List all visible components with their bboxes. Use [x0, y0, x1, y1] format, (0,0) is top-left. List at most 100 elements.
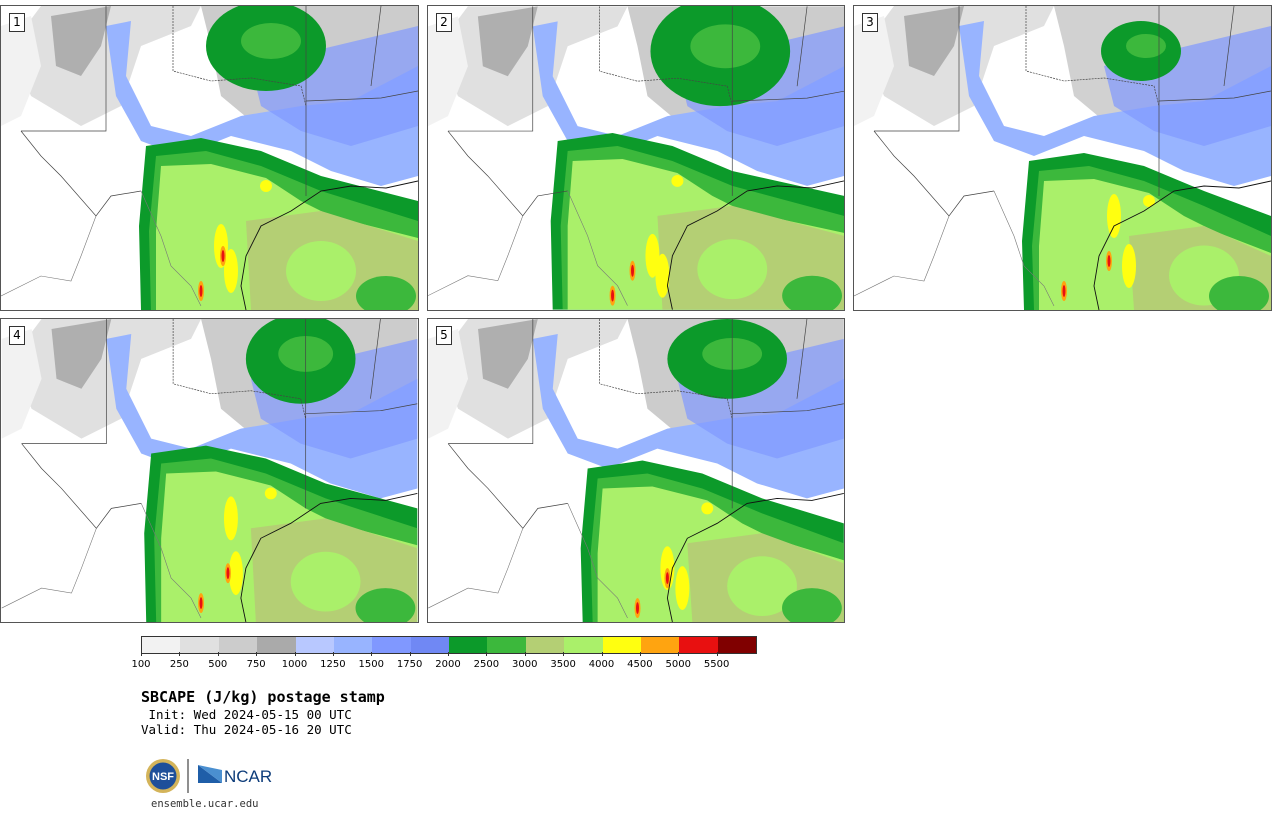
texas-border: [873, 130, 995, 217]
colorbar-tick: [256, 652, 258, 656]
red-cape-streak: [199, 285, 203, 297]
colorbar-swatch: [372, 637, 411, 653]
texas-border: [20, 130, 142, 217]
colorbar-tick-label: 2000: [435, 659, 461, 670]
state-border: [1025, 6, 1160, 107]
colorbar-swatch: [142, 637, 181, 653]
colorbar-tick-label: 100: [131, 659, 151, 670]
colorbar-tick: [371, 652, 373, 656]
north-lightgreen-patch: [241, 23, 301, 59]
mexico-state-border: [567, 503, 628, 619]
texas-border: [21, 443, 142, 529]
cape-map-5: [428, 319, 844, 622]
yellow-cape-spot: [701, 502, 714, 515]
colorbar-tick-label: 3500: [550, 659, 576, 670]
colorbar-tick: [448, 652, 449, 656]
state-border: [731, 6, 844, 196]
blue-cape-band: [959, 21, 1271, 186]
gulf-coastline: [666, 492, 844, 622]
mexico-border: [1, 215, 97, 297]
gulf-light-green-blob: [727, 556, 797, 617]
colorbar-ticks: 100 250 500 750 1000 1250 1500 1750 2000 2500 3000…: [131, 652, 781, 672]
faint-gray-region: [1, 16, 41, 126]
mexico-state-border: [140, 503, 202, 619]
chart-title: SBCAPE (J/kg) postage stamp: [141, 688, 385, 706]
colorbar-swatch: [487, 637, 526, 653]
colorbar-swatch: [525, 637, 565, 653]
gray-cape-region: [51, 319, 112, 389]
blue-cape-band: [532, 333, 844, 499]
colorbar-swatch: [679, 637, 718, 653]
state-border: [1158, 6, 1271, 196]
state-border: [599, 319, 733, 419]
red-cape-streak: [221, 250, 225, 262]
state-border: [447, 6, 534, 132]
colorbar-swatch: [333, 637, 373, 653]
gulf-green-blob: [782, 588, 842, 622]
yellow-cape-streak: [223, 496, 238, 541]
gulf-coastline: [240, 492, 418, 622]
colorbar-tick: [639, 652, 641, 656]
gulf-coastline: [1093, 180, 1271, 310]
state-border: [21, 319, 107, 444]
red-cape-streak: [631, 264, 635, 277]
colorbar-tick-label: 1250: [320, 659, 346, 670]
mexico-border: [428, 528, 524, 609]
colorbar-swatch: [180, 637, 219, 653]
mexico-border: [854, 215, 950, 297]
red-cape-streak: [665, 572, 669, 585]
yellow-cape-spot: [1143, 195, 1155, 207]
panel-number-label: 5: [436, 326, 452, 345]
colorbar-tick-label: 2500: [473, 659, 500, 670]
colorbar-tick-label: 1000: [281, 659, 308, 670]
state-border: [599, 6, 733, 107]
ncar-logo-text: NCAR: [224, 767, 272, 786]
gray-cape-region: [904, 6, 964, 76]
colorbar-swatch: [295, 637, 334, 653]
colorbar-swatch: [257, 637, 296, 653]
colorbar-tick: [179, 652, 181, 656]
colorbar-tick-label: 750: [246, 659, 266, 670]
north-lightgreen-patch: [1126, 34, 1166, 58]
yellow-cape-spot: [671, 174, 684, 187]
mexico-state-border: [567, 190, 628, 306]
colorbar-tick: [217, 652, 219, 656]
colorbar-tick: [601, 652, 603, 656]
colorbar-swatch: [602, 637, 641, 653]
red-cape-streak: [1107, 255, 1111, 267]
logos: NSF NCAR: [146, 759, 272, 793]
gulf-coastline: [666, 180, 844, 310]
cape-map-1: [1, 6, 418, 310]
colorbar-tick-label: 4000: [588, 659, 615, 670]
colorbar-tick-label: 1500: [358, 659, 384, 670]
red-cape-streak: [226, 567, 230, 580]
north-lightgreen-patch: [690, 24, 761, 69]
state-border: [172, 319, 307, 419]
gray-cape-region: [478, 319, 538, 389]
state-border: [21, 6, 107, 132]
texas-border: [447, 443, 568, 529]
colorbar-tick: [678, 652, 680, 656]
texas-border: [447, 130, 568, 217]
site-url: ensemble.ucar.edu: [151, 798, 259, 810]
colorbar-tick: [332, 652, 334, 656]
ensemble-member-panel-2: 2: [427, 5, 845, 311]
gulf-light-green-blob: [697, 239, 768, 300]
yellow-cape-streak: [1107, 194, 1121, 238]
yellow-cape-spot: [264, 487, 277, 500]
colorbar-tick-label: 1750: [396, 659, 423, 670]
gulf-green-blob: [356, 276, 416, 310]
colorbar-tick-label: 5500: [703, 659, 730, 670]
red-cape-streak: [1062, 285, 1066, 297]
cape-map-4: [1, 319, 418, 622]
colorbar-tick: [716, 652, 718, 656]
valid-time: Valid: Thu 2024-05-16 20 UTC: [141, 722, 352, 737]
yellow-cape-streak: [645, 233, 660, 278]
gulf-light-green-blob: [286, 241, 356, 301]
faint-gray-region: [428, 328, 469, 439]
colorbar-tick: [486, 652, 488, 656]
panel-number-label: 1: [9, 13, 25, 32]
blue-cape-core: [677, 338, 844, 459]
colorbar-tick: [294, 652, 296, 656]
ensemble-member-panel-1: 1: [0, 5, 419, 311]
